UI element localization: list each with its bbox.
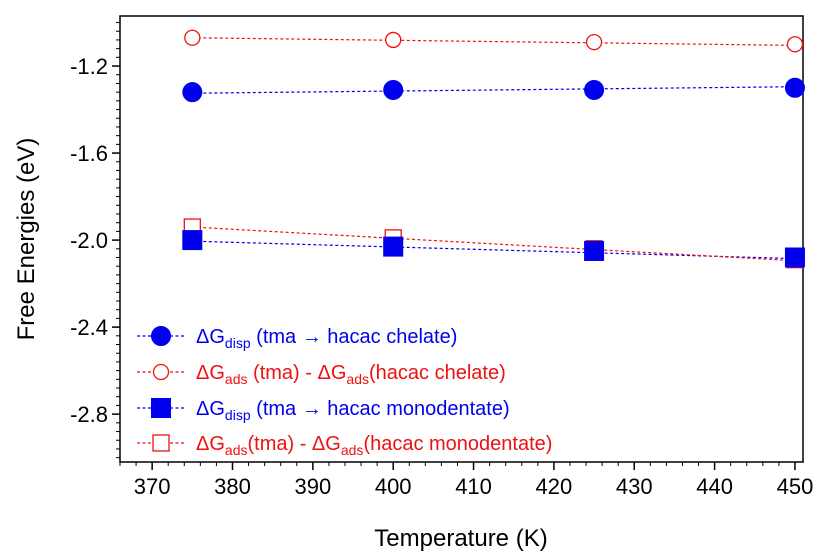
x-tick-label: 400 [375,474,412,499]
y-tick-label: -1.6 [70,141,108,166]
legend-marker [151,398,171,418]
x-tick-label: 390 [294,474,331,499]
plot-frame [119,15,804,463]
series-1-point [784,77,805,98]
y-tick-label: -2.4 [70,315,108,340]
series-2-fit-line [192,37,795,46]
legend-marker [151,326,171,346]
series-3-point [784,247,805,268]
series-1-fit-line [192,86,795,94]
x-tick-label: 440 [696,474,733,499]
legend-marker [152,363,170,381]
series-3-point [182,230,203,251]
series-2-point [184,29,201,46]
legend: ΔGdisp (tma → hacac chelate) ΔGads (tma) … [137,326,552,458]
x-tick-label: 410 [455,474,492,499]
series-2-point [786,36,804,53]
y-tick-label: -2.0 [70,228,108,253]
series-3-point [383,236,404,257]
x-tick-label: 430 [616,474,653,499]
legend-entry-2: ΔGads (tma) - ΔGads(hacac chelate) [196,362,506,387]
series-4-fit-line [192,226,795,262]
y-tick-label: -1.2 [70,54,108,79]
x-tick-label: 450 [777,474,814,499]
minor-ticks [116,22,780,466]
legend-entry-3: ΔGdisp (tma → hacac monodentate) [196,398,510,423]
x-axis-label: Temperature (K) [374,525,547,551]
legend-entry-1: ΔGdisp (tma → hacac chelate) [196,326,457,351]
series-1-point [182,82,203,103]
series-1-point [383,79,404,100]
series-2-point [585,33,603,51]
y-tick-label: -2.8 [70,402,108,427]
x-tick-label: 380 [214,474,251,499]
y-axis: -1.2 -1.6 -2.0 -2.4 -2.8 [70,54,120,427]
series-3-point [584,240,605,261]
legend-marker [152,434,170,452]
legend-entry-4: ΔGads(tma) - ΔGads(hacac monodentate) [196,433,552,458]
series-2-point [385,31,402,49]
y-axis-label: Free Energies (eV) [13,138,40,341]
data-markers [182,29,805,269]
series-1-point [584,79,605,100]
fit-lines [192,37,795,262]
x-tick-label: 370 [134,474,171,499]
x-tick-label: 420 [536,474,573,499]
x-axis: 370 380 390 400 410 420 430 440 450 [134,462,814,499]
